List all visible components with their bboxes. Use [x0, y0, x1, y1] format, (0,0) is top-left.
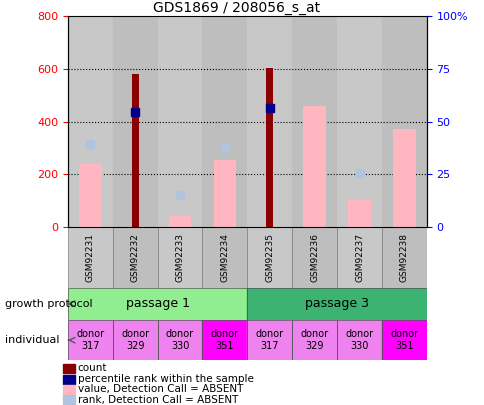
Text: GSM92234: GSM92234: [220, 233, 229, 281]
Bar: [68, 227, 112, 288]
Bar: [247, 288, 426, 320]
Text: donor
317: donor 317: [255, 329, 283, 351]
Bar: [247, 288, 426, 320]
Bar: [247, 320, 291, 360]
Text: GSM92231: GSM92231: [86, 233, 95, 281]
Text: passage 3: passage 3: [304, 297, 368, 310]
Bar: [112, 320, 157, 360]
Bar: [266, 68, 272, 227]
Bar: [132, 74, 138, 227]
Text: GSM92232: GSM92232: [130, 233, 139, 281]
Title: GDS1869 / 208056_s_at: GDS1869 / 208056_s_at: [153, 1, 319, 15]
Bar: [381, 227, 426, 288]
Bar: [202, 320, 247, 360]
Bar: [247, 227, 291, 288]
Text: donor
330: donor 330: [345, 329, 373, 351]
Bar: [247, 320, 291, 360]
Bar: [112, 227, 157, 288]
Bar: [336, 227, 381, 288]
Bar: [247, 227, 291, 288]
Bar: [303, 106, 325, 227]
Text: passage 1: passage 1: [125, 297, 189, 310]
Bar: [63, 364, 75, 373]
Bar: [63, 385, 75, 394]
Bar: [112, 320, 157, 360]
Bar: [63, 375, 75, 384]
Bar: [291, 16, 336, 227]
Text: donor
317: donor 317: [76, 329, 104, 351]
Text: GSM92237: GSM92237: [354, 233, 363, 281]
Bar: [168, 216, 191, 227]
Bar: [393, 130, 415, 227]
Bar: [202, 16, 247, 227]
Text: growth protocol: growth protocol: [5, 299, 92, 309]
Bar: [157, 320, 202, 360]
Bar: [112, 227, 157, 288]
Text: GSM92236: GSM92236: [309, 233, 318, 281]
Bar: [291, 320, 336, 360]
Bar: [68, 320, 112, 360]
Bar: [336, 227, 381, 288]
Bar: [213, 160, 236, 227]
Bar: [202, 227, 247, 288]
Bar: [68, 288, 247, 320]
Text: donor
329: donor 329: [300, 329, 328, 351]
Text: donor
351: donor 351: [211, 329, 239, 351]
Bar: [68, 320, 112, 360]
Text: GSM92233: GSM92233: [175, 233, 184, 281]
Bar: [157, 227, 202, 288]
Bar: [157, 16, 202, 227]
Bar: [112, 16, 157, 227]
Text: individual: individual: [5, 335, 59, 345]
Bar: [68, 227, 112, 288]
Bar: [247, 16, 291, 227]
Bar: [202, 227, 247, 288]
Text: GSM92238: GSM92238: [399, 233, 408, 281]
Bar: [348, 200, 370, 227]
Bar: [68, 288, 247, 320]
Bar: [68, 16, 112, 227]
Text: percentile rank within the sample: percentile rank within the sample: [77, 374, 253, 384]
Text: rank, Detection Call = ABSENT: rank, Detection Call = ABSENT: [77, 394, 238, 405]
Bar: [79, 164, 101, 227]
Bar: [291, 320, 336, 360]
Text: donor
330: donor 330: [166, 329, 194, 351]
Bar: [291, 227, 336, 288]
Bar: [381, 227, 426, 288]
Text: donor
329: donor 329: [121, 329, 149, 351]
Bar: [157, 227, 202, 288]
Bar: [381, 320, 426, 360]
Bar: [336, 320, 381, 360]
Bar: [202, 320, 247, 360]
Bar: [381, 16, 426, 227]
Bar: [336, 320, 381, 360]
Bar: [336, 16, 381, 227]
Bar: [381, 320, 426, 360]
Bar: [291, 227, 336, 288]
Bar: [63, 395, 75, 404]
Text: value, Detection Call = ABSENT: value, Detection Call = ABSENT: [77, 384, 242, 394]
Text: count: count: [77, 363, 107, 373]
Bar: [157, 320, 202, 360]
Text: GSM92235: GSM92235: [265, 233, 274, 281]
Text: donor
351: donor 351: [390, 329, 418, 351]
